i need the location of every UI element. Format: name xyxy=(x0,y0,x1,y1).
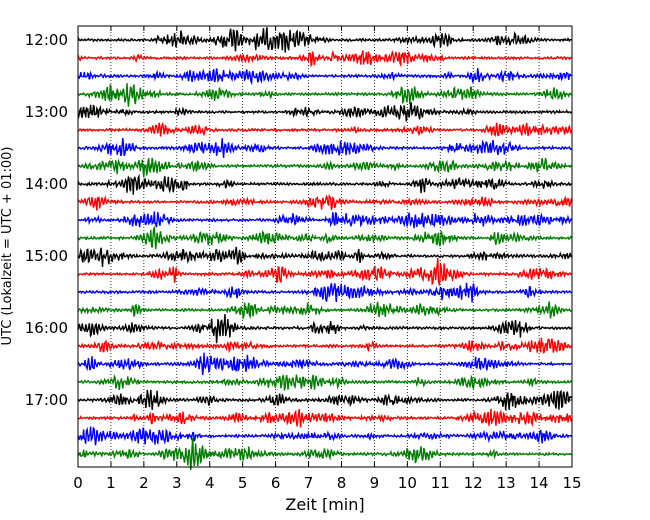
trace-22 xyxy=(77,426,573,446)
x-tick-label-15: 15 xyxy=(562,474,581,492)
y-axis-label: UTC (Lokalzeit = UTC + 01:00) xyxy=(0,147,15,346)
x-tick-label-10: 10 xyxy=(398,474,417,492)
trace-20 xyxy=(77,389,573,411)
trace-0 xyxy=(77,27,572,53)
x-tick-label-3: 3 xyxy=(172,474,182,492)
trace-16 xyxy=(77,314,572,344)
x-tick-label-11: 11 xyxy=(431,474,450,492)
x-tick-label-0: 0 xyxy=(73,474,83,492)
x-tick-label-8: 8 xyxy=(337,474,347,492)
y-tick-label-4: 16:00 xyxy=(25,319,68,337)
trace-10 xyxy=(77,211,573,229)
trace-8 xyxy=(77,173,572,195)
trace-11 xyxy=(77,225,573,250)
trace-21 xyxy=(77,408,573,428)
x-tick-label-14: 14 xyxy=(530,474,549,492)
x-tick-label-2: 2 xyxy=(139,474,149,492)
trace-12 xyxy=(77,246,573,268)
trace-2 xyxy=(77,68,573,86)
x-axis-ticks: 0 1 2 3 4 5 6 7 8 9 10 11 12 13 14 15 xyxy=(73,26,582,492)
x-tick-label-5: 5 xyxy=(238,474,248,492)
y-axis-ticks: 12:00 13:00 14:00 15:00 16:00 17:00 xyxy=(25,31,572,409)
trace-3 xyxy=(77,83,572,107)
trace-17 xyxy=(77,337,573,354)
trace-14 xyxy=(77,282,572,303)
x-tick-label-13: 13 xyxy=(497,474,516,492)
trace-23 xyxy=(77,438,572,471)
trace-18 xyxy=(77,352,572,376)
y-tick-label-0: 12:00 xyxy=(25,31,68,49)
trace-1 xyxy=(77,49,573,68)
trace-13 xyxy=(77,258,572,288)
trace-15 xyxy=(77,301,573,321)
y-tick-label-5: 17:00 xyxy=(25,391,68,409)
trace-4 xyxy=(77,102,573,122)
trace-6 xyxy=(77,137,573,158)
trace-9 xyxy=(77,193,573,211)
x-tick-label-4: 4 xyxy=(205,474,215,492)
x-tick-label-1: 1 xyxy=(106,474,116,492)
x-tick-label-12: 12 xyxy=(464,474,483,492)
trace-19 xyxy=(77,373,573,391)
y-tick-label-2: 14:00 xyxy=(25,175,68,193)
trace-5 xyxy=(77,121,573,138)
trace-7 xyxy=(77,157,572,178)
plot-background xyxy=(78,26,572,467)
x-tick-label-7: 7 xyxy=(304,474,314,492)
y-tick-label-3: 15:00 xyxy=(25,247,68,265)
y-tick-label-1: 13:00 xyxy=(25,103,68,121)
x-tick-label-9: 9 xyxy=(370,474,380,492)
plot-frame xyxy=(77,25,573,468)
x-tick-label-6: 6 xyxy=(271,474,281,492)
x-axis-label: Zeit [min] xyxy=(285,495,364,514)
traces xyxy=(77,27,573,471)
